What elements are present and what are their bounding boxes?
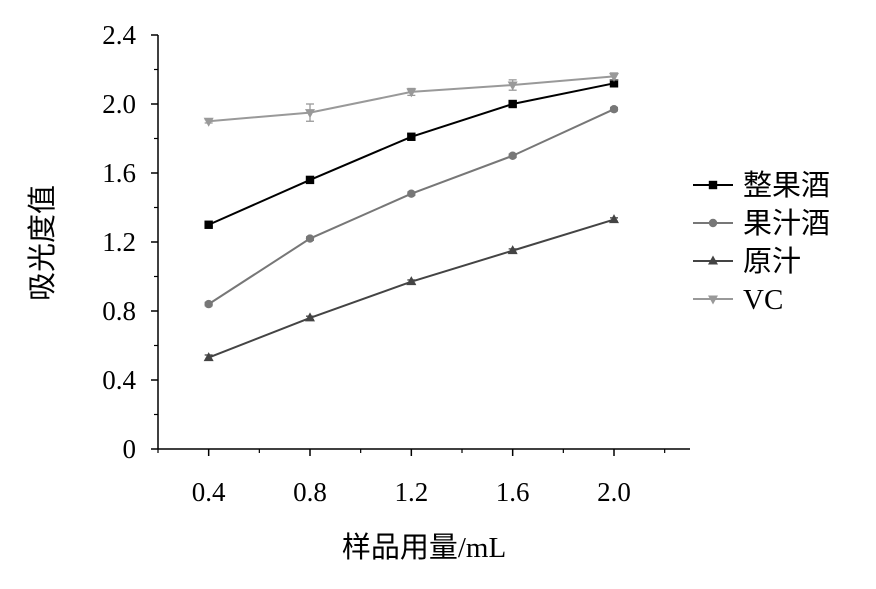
data-point	[609, 72, 619, 82]
series-line	[208, 218, 615, 359]
y-tick-label: 2.0	[102, 89, 136, 119]
data-point	[406, 88, 417, 98]
data-point	[305, 109, 315, 119]
series-4	[203, 72, 619, 127]
data-point	[609, 79, 619, 88]
series-line	[208, 75, 615, 123]
data-point	[609, 214, 619, 224]
series-line	[208, 82, 615, 226]
data-point	[203, 352, 214, 362]
legend-marker	[708, 295, 718, 305]
y-tick-label: 1.6	[102, 158, 136, 188]
data-point	[305, 234, 315, 243]
series-1	[204, 79, 619, 229]
axes: 0 0.4 0.8 1.2 1.6 2.0 2.4 0.4 0.8 1.2 1.6 2.0	[102, 20, 690, 507]
y-axis-title: 吸光度值	[26, 185, 59, 301]
y-tick-label: 2.4	[102, 20, 136, 50]
legend-label: 果汁酒	[743, 207, 830, 240]
data-point	[305, 312, 315, 322]
x-tick-label: 0.4	[192, 477, 226, 507]
series-3	[203, 214, 619, 362]
legend-marker	[708, 218, 718, 228]
y-tick-label: 0	[123, 434, 137, 464]
data-point	[203, 117, 214, 127]
data-point	[406, 276, 417, 286]
x-axis-title: 样品用量/mL	[342, 531, 506, 564]
data-point	[407, 189, 416, 198]
legend-item: 原汁	[693, 245, 801, 278]
data-point	[507, 245, 518, 255]
data-point	[609, 104, 619, 114]
legend-marker	[708, 180, 718, 190]
x-tick-label: 2.0	[597, 477, 631, 507]
data-point	[508, 151, 517, 160]
legend-label: 原汁	[743, 245, 801, 278]
data-point	[508, 99, 517, 109]
x-tick-label: 1.2	[394, 477, 428, 507]
y-tick-label: 1.2	[102, 227, 136, 257]
data-point	[305, 175, 315, 185]
legend-item: 整果酒	[693, 169, 830, 202]
x-tick-label: 0.8	[293, 477, 327, 507]
legend-marker	[708, 255, 718, 265]
legend-item: 果汁酒	[693, 207, 830, 240]
legend-label: VC	[743, 284, 783, 316]
data-point	[507, 81, 518, 91]
legend-item: VC	[693, 284, 783, 316]
series-layer	[203, 72, 619, 362]
data-point	[204, 220, 213, 229]
data-point	[204, 299, 213, 309]
legend-label: 整果酒	[743, 169, 830, 202]
y-tick-label: 0.4	[102, 365, 136, 395]
series-2	[204, 104, 619, 309]
y-tick-label: 0.8	[102, 296, 136, 326]
data-point	[407, 132, 416, 141]
x-tick-label: 1.6	[496, 477, 530, 507]
